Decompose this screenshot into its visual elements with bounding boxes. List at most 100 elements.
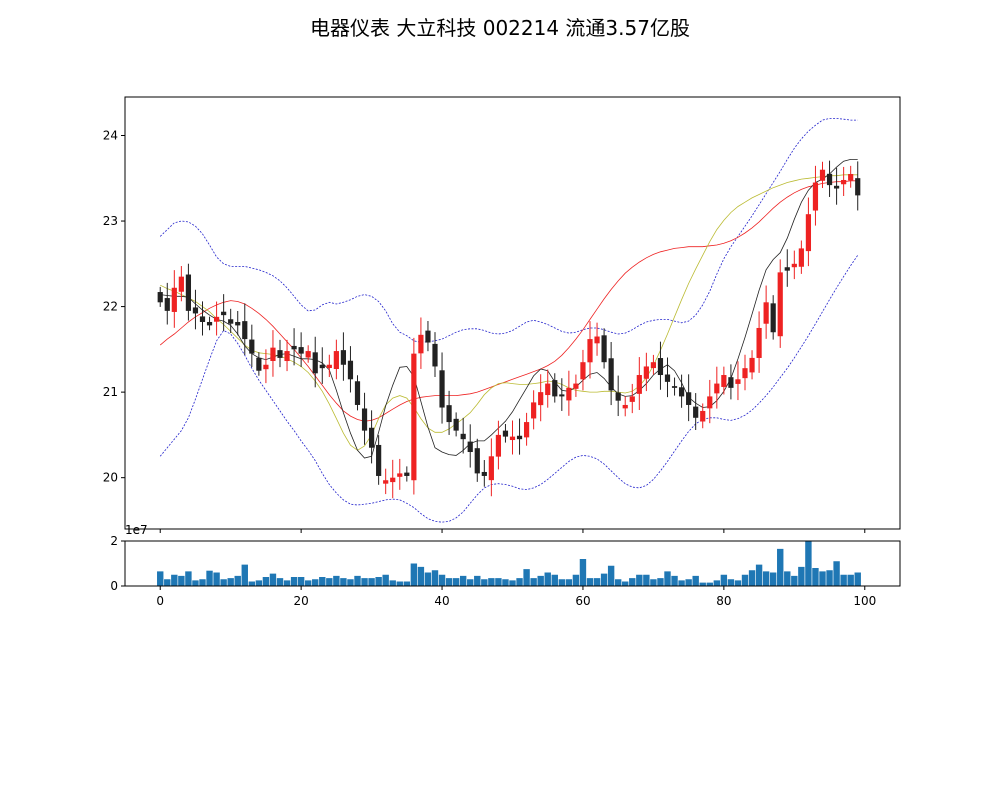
candle-body bbox=[178, 276, 184, 292]
volume-bar bbox=[551, 574, 558, 586]
volume-bar bbox=[537, 575, 544, 586]
candle-body bbox=[192, 307, 199, 314]
candle-body bbox=[693, 406, 699, 418]
candle-body bbox=[474, 448, 480, 474]
candle-body bbox=[728, 377, 734, 388]
x-tick-label: 60 bbox=[575, 594, 590, 608]
volume-bar bbox=[629, 578, 636, 586]
candle-body bbox=[439, 370, 445, 408]
ma-short-line bbox=[160, 158, 858, 459]
volume-bar bbox=[488, 578, 495, 586]
candle-body bbox=[841, 179, 847, 185]
candle-body bbox=[538, 392, 544, 406]
price-y-tick-label: 24 bbox=[103, 128, 118, 142]
volume-bar bbox=[600, 573, 608, 586]
volume-scale-label: 1e7 bbox=[125, 523, 148, 537]
volume-bar bbox=[502, 579, 509, 586]
candle-body bbox=[559, 394, 565, 397]
volume-bar bbox=[347, 579, 354, 586]
candle-body bbox=[523, 422, 530, 438]
candle-body bbox=[643, 366, 649, 379]
volume-bar bbox=[262, 577, 270, 586]
volume-bar bbox=[699, 582, 706, 586]
volume-bar bbox=[178, 575, 185, 586]
volume-bar bbox=[854, 572, 861, 586]
candle-body bbox=[509, 436, 516, 441]
volume-bar bbox=[241, 564, 248, 586]
candle-body bbox=[347, 360, 354, 380]
candle-body bbox=[629, 396, 635, 402]
volume-bar bbox=[664, 571, 671, 586]
volume-bar bbox=[474, 575, 481, 586]
candle-body bbox=[354, 381, 361, 405]
candle-body bbox=[615, 392, 621, 401]
volume-bar bbox=[586, 578, 594, 586]
volume-bar bbox=[727, 579, 735, 586]
volume-bar bbox=[720, 574, 728, 586]
candle-body bbox=[277, 350, 283, 358]
candle-body bbox=[587, 339, 593, 363]
volume-bar bbox=[171, 574, 178, 586]
volume-bar bbox=[481, 579, 488, 586]
candle-body bbox=[368, 427, 375, 448]
volume-panel: 02 0 20 40 60 80 100 1e7 bbox=[110, 523, 901, 608]
candle-body bbox=[580, 362, 586, 380]
candle-body bbox=[481, 471, 487, 476]
volume-bar bbox=[220, 579, 227, 586]
volume-bar bbox=[368, 578, 375, 586]
candle-body bbox=[798, 248, 804, 267]
candle-body bbox=[707, 396, 713, 409]
volume-bar bbox=[319, 577, 326, 586]
candle-body bbox=[552, 380, 558, 397]
volume-bar bbox=[805, 541, 812, 586]
candle-body bbox=[213, 316, 220, 322]
candle-body bbox=[784, 267, 790, 271]
volume-bar bbox=[269, 573, 277, 586]
volume-bar bbox=[777, 548, 784, 586]
volume-bar bbox=[297, 577, 305, 586]
candle-body bbox=[397, 473, 403, 477]
price-y-tick-label: 22 bbox=[103, 300, 118, 314]
candle-body bbox=[749, 357, 755, 373]
candle-body bbox=[650, 362, 657, 369]
volume-bar bbox=[234, 575, 241, 586]
x-tick-label: 0 bbox=[156, 594, 164, 608]
candle-body bbox=[700, 410, 706, 422]
candle-body bbox=[270, 347, 276, 361]
candle-body bbox=[735, 379, 741, 384]
volume-bar bbox=[312, 579, 319, 586]
volume-bar bbox=[516, 578, 523, 586]
candle-body bbox=[361, 408, 368, 431]
volume-bar bbox=[755, 564, 763, 586]
price-y-tick-label: 23 bbox=[103, 214, 118, 228]
price-panel: 20 21 22 23 24 bbox=[103, 96, 901, 533]
price-y-tick-label: 20 bbox=[103, 471, 118, 485]
volume-bar bbox=[206, 570, 213, 586]
volume-bar bbox=[459, 575, 467, 586]
bollinger-lower-line bbox=[159, 255, 859, 523]
candle-body bbox=[185, 274, 192, 311]
candle-body bbox=[714, 383, 720, 394]
volume-bar bbox=[164, 579, 171, 586]
candle-body bbox=[855, 178, 861, 196]
volume-bar bbox=[565, 579, 573, 586]
candle-body bbox=[573, 383, 579, 389]
volume-x-axis: 0 20 40 60 80 100 bbox=[156, 586, 876, 608]
candle-body bbox=[340, 350, 347, 365]
volume-bar bbox=[523, 569, 530, 586]
candle-body bbox=[404, 472, 410, 476]
candle-body bbox=[531, 402, 537, 419]
candle-body bbox=[791, 263, 797, 268]
volume-bar bbox=[833, 561, 840, 586]
volume-bar bbox=[276, 578, 284, 586]
candle-body bbox=[467, 441, 473, 453]
candle-body bbox=[742, 368, 748, 379]
candle-body bbox=[608, 358, 614, 391]
candle-body bbox=[671, 386, 678, 388]
candle-body bbox=[418, 334, 424, 354]
volume-bar bbox=[558, 579, 566, 586]
candle-body bbox=[516, 435, 523, 440]
x-tick-label: 20 bbox=[293, 594, 308, 608]
volume-bar bbox=[685, 579, 692, 586]
volume-bar bbox=[826, 570, 833, 586]
